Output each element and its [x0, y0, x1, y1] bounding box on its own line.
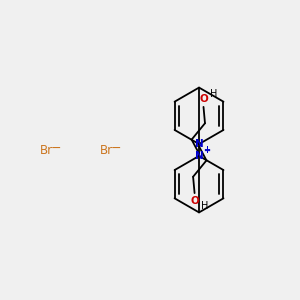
- Text: Br: Br: [40, 143, 53, 157]
- Text: O: O: [199, 94, 208, 104]
- Text: N: N: [195, 151, 203, 161]
- Text: +: +: [203, 146, 210, 155]
- Text: +: +: [203, 145, 210, 154]
- Text: Br: Br: [100, 143, 112, 157]
- Text: H: H: [210, 89, 218, 99]
- Text: −: −: [111, 142, 121, 155]
- Text: O: O: [190, 196, 199, 206]
- Text: −: −: [51, 142, 62, 155]
- Text: H: H: [201, 201, 209, 211]
- Text: N: N: [195, 139, 203, 149]
